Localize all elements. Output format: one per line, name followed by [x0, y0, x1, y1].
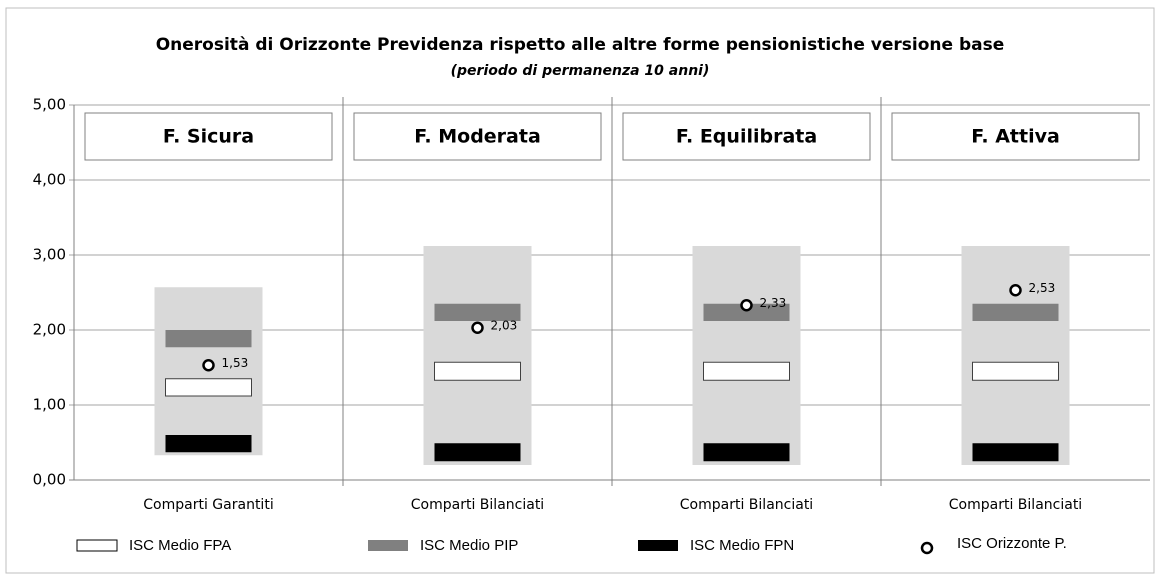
- bar: [165, 378, 252, 397]
- point: [740, 299, 753, 312]
- y-tick-label: 3,00: [33, 246, 66, 264]
- value-label: 1,53: [222, 356, 249, 370]
- range-box: [423, 246, 532, 465]
- group-header-box: [353, 112, 602, 161]
- bar: [703, 361, 790, 381]
- y-tick-label: 2,00: [33, 321, 66, 339]
- legend-swatch: [368, 540, 408, 551]
- y-tick-label: 0,00: [33, 471, 66, 489]
- point: [1009, 284, 1022, 297]
- bar: [703, 443, 790, 462]
- bar: [165, 330, 252, 348]
- value-label: 2,53: [1029, 281, 1056, 295]
- x-tick-label: Comparti Bilanciati: [680, 497, 813, 513]
- group-header-box: [84, 112, 333, 161]
- point: [202, 359, 215, 372]
- group-header: F. Moderata: [414, 126, 541, 148]
- point: [471, 321, 484, 334]
- legend-label: ISC Medio PIP: [420, 537, 518, 554]
- legend-label: ISC Medio FPN: [690, 537, 794, 554]
- bar: [703, 303, 790, 321]
- chart-title: Onerosità di Orizzonte Previdenza rispet…: [156, 35, 1005, 55]
- legend-swatch: [76, 539, 118, 552]
- range-box: [692, 246, 801, 465]
- value-label: 2,33: [760, 296, 787, 310]
- y-tick-label: 5,00: [33, 96, 66, 114]
- group-header-box: [622, 112, 871, 161]
- bar: [434, 303, 521, 321]
- bar: [972, 361, 1059, 381]
- x-tick-label: Comparti Bilanciati: [411, 497, 544, 513]
- x-tick-label: Comparti Bilanciati: [949, 497, 1082, 513]
- bar: [972, 443, 1059, 462]
- legend-swatch: [638, 540, 678, 551]
- group-header-box: [891, 112, 1140, 161]
- group-header: F. Equilibrata: [676, 126, 817, 148]
- group-header: F. Sicura: [163, 126, 254, 148]
- y-tick-label: 1,00: [33, 396, 66, 414]
- range-box: [961, 246, 1070, 465]
- y-tick-label: 4,00: [33, 171, 66, 189]
- legend-point: [920, 541, 934, 555]
- group-header: F. Attiva: [971, 126, 1060, 148]
- bar: [972, 303, 1059, 321]
- chart-subtitle: (periodo di permanenza 10 anni): [451, 63, 710, 79]
- bar: [434, 443, 521, 462]
- legend-label: ISC Medio FPA: [129, 537, 231, 554]
- bar: [434, 361, 521, 381]
- legend-label: ISC Orizzonte P.: [957, 535, 1067, 552]
- x-tick-label: Comparti Garantiti: [143, 497, 273, 513]
- bar: [165, 435, 252, 453]
- value-label: 2,03: [491, 318, 518, 332]
